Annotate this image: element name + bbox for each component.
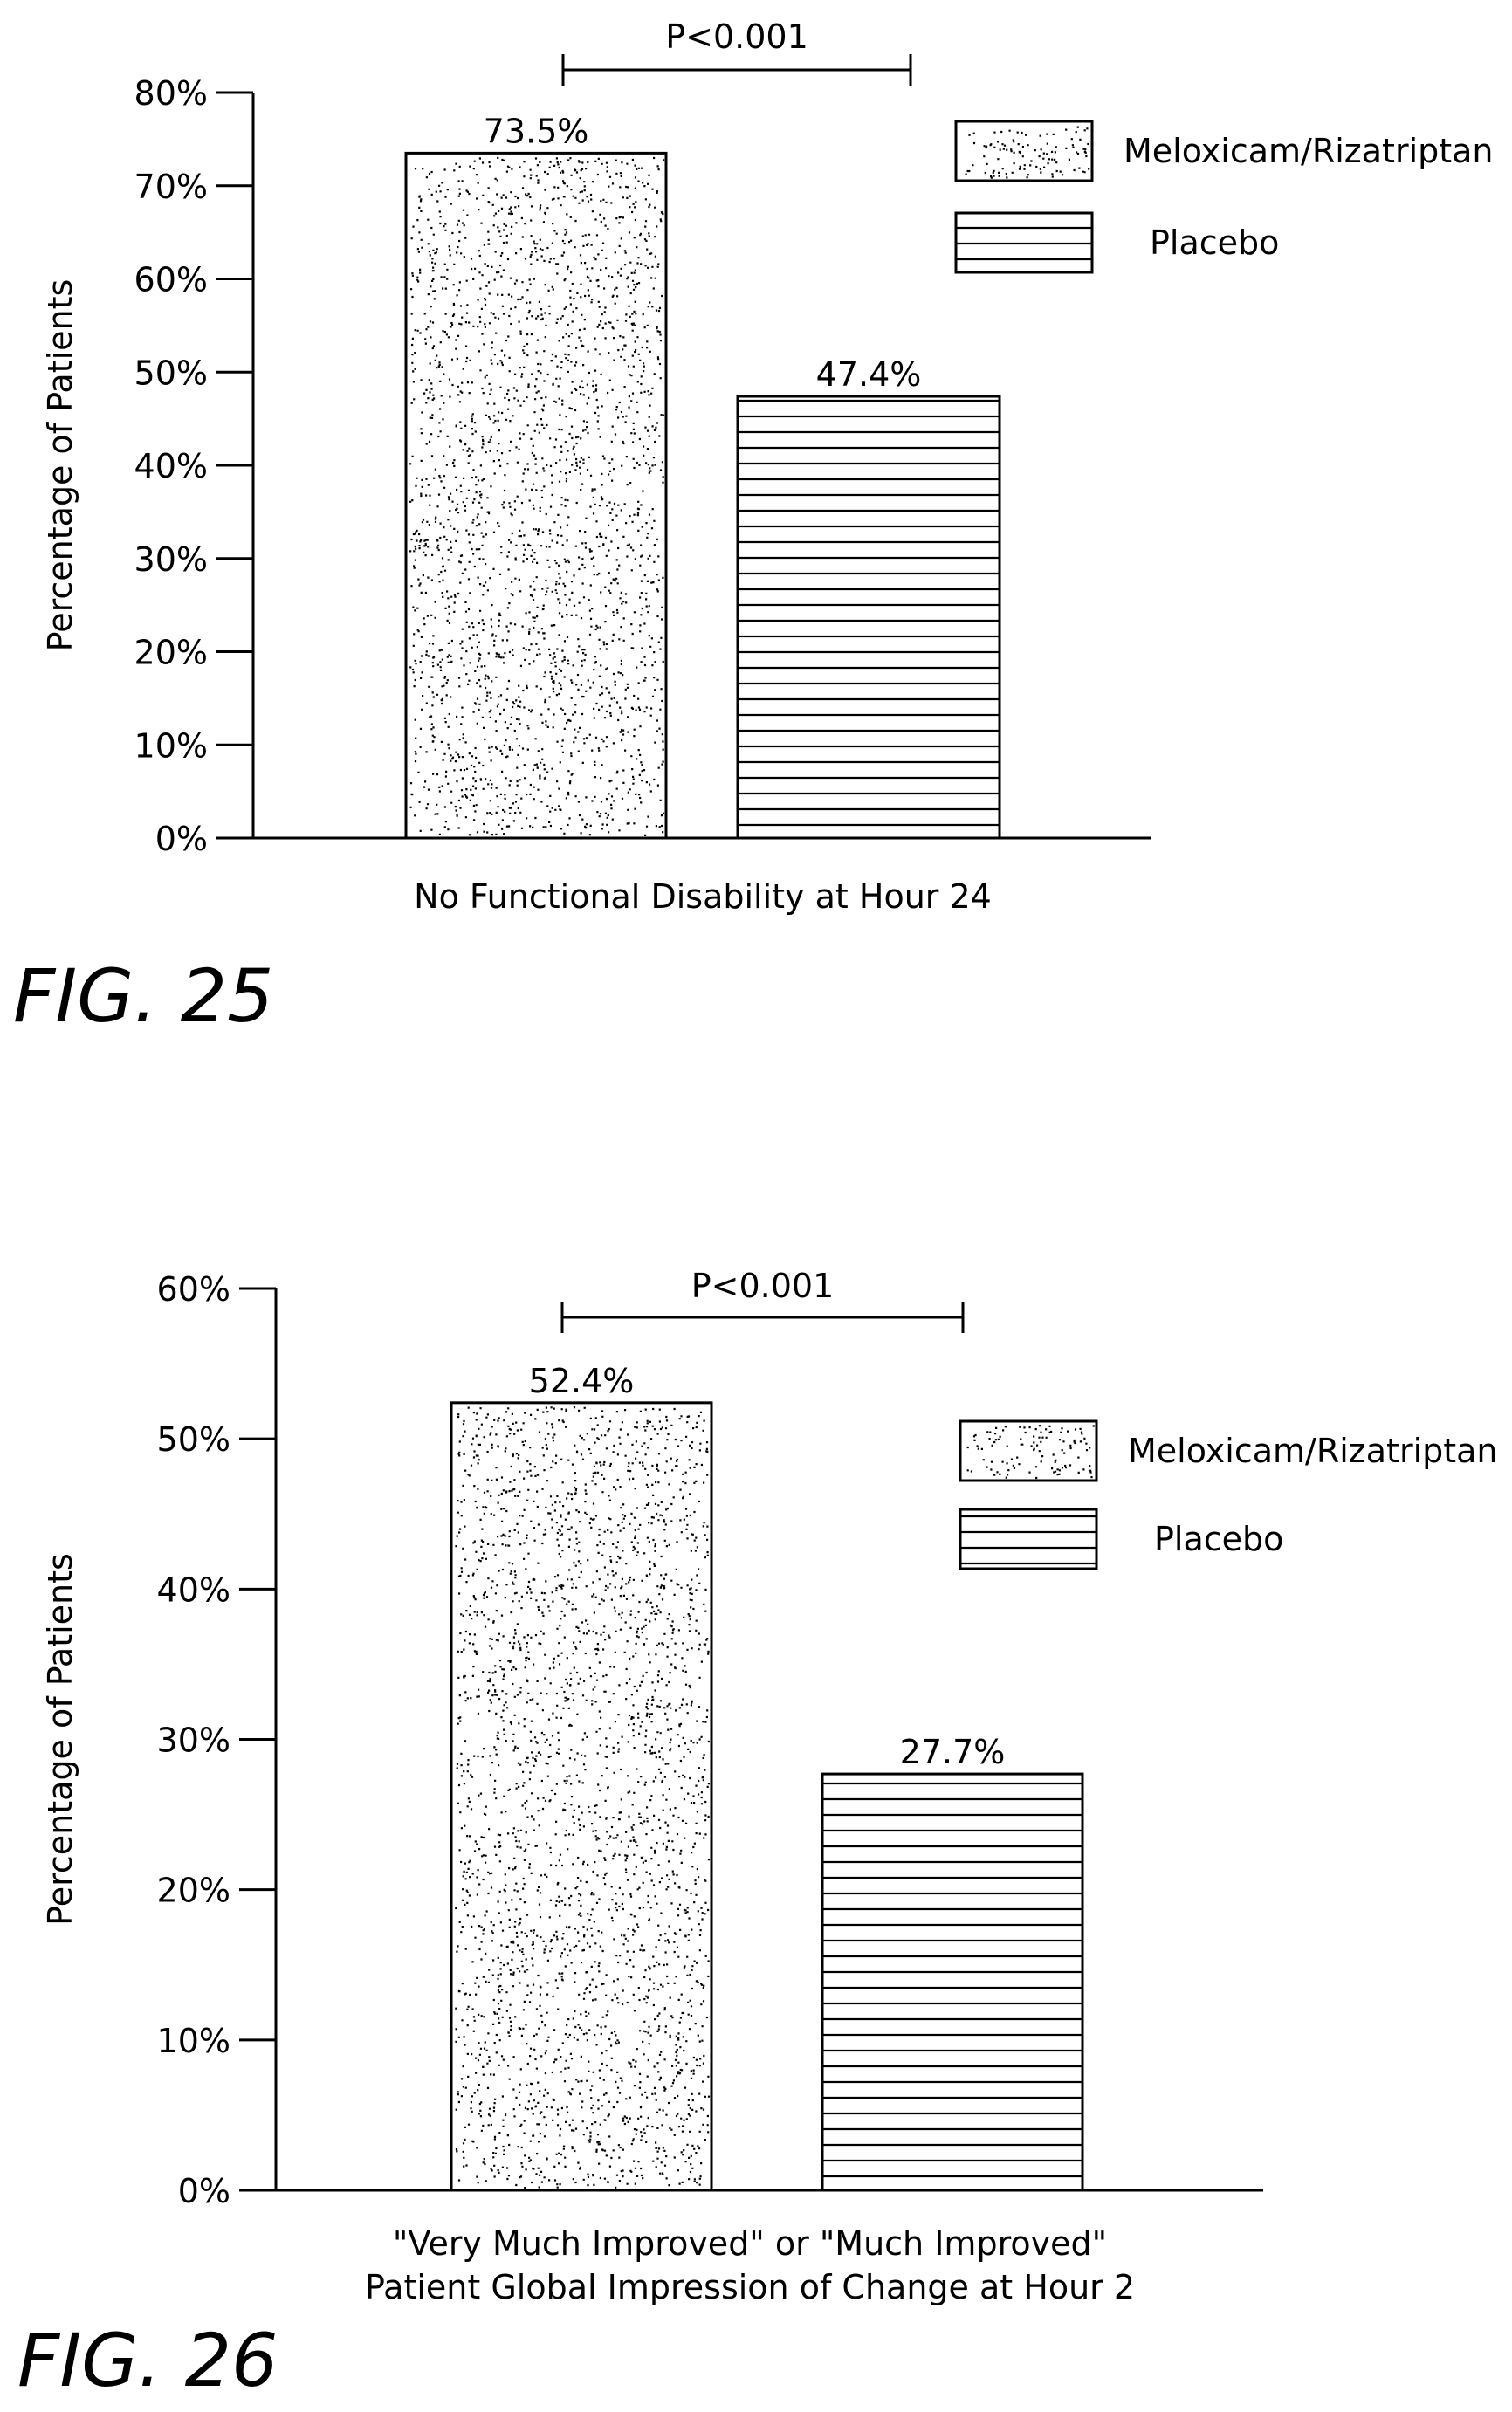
legend-entry-label: Meloxicam/Rizatriptan (1128, 1432, 1498, 1470)
bar-placebo (736, 395, 1001, 840)
y-tick-label: 0% (155, 820, 208, 858)
y-axis-label: Percentage of Patients (41, 1553, 79, 1926)
bar-placebo (821, 1772, 1084, 2192)
y-tick-label: 60% (157, 1270, 230, 1309)
y-tick-label: 70% (134, 168, 208, 206)
x-axis-label: "Very Much Improved" or "Much Improved" P… (365, 2224, 1135, 2306)
bar-stipple-fill (455, 1406, 711, 2189)
p-value-annotation: P<0.001 (691, 1267, 835, 1305)
y-axis-label: Percentage of Patients (41, 279, 79, 652)
y-tick-label: 30% (134, 540, 208, 579)
bar-value-label: 47.4% (816, 355, 922, 394)
legend-entry-label: Meloxicam/Rizatriptan (1124, 132, 1494, 170)
legend: Meloxicam/Rizatriptan Placebo (954, 120, 1494, 274)
x-axis-label: No Functional Disability at Hour 24 (414, 877, 992, 916)
chart-fig-25: 0% 10% 20% 30% 40% 50% 60% 70% 80% Percentage of … (13, 17, 1494, 1039)
y-tick-label: 10% (134, 726, 208, 765)
legend-swatch-hatch (956, 213, 1092, 272)
y-tick-label: 40% (134, 447, 208, 485)
y-tick-label: 60% (134, 261, 208, 299)
bar-stipple-fill (409, 156, 665, 837)
bar-meloxicam-rizatriptan (404, 151, 668, 840)
y-tick-label: 20% (157, 1872, 230, 1910)
bar-value-label: 73.5% (484, 112, 589, 150)
y-tick-label: 50% (157, 1420, 230, 1459)
bar-value-label: 27.7% (900, 1733, 1006, 1771)
y-tick-label: 20% (134, 634, 208, 672)
legend-entry-label: Placebo (1150, 223, 1279, 262)
bar-hatch-fill (822, 1774, 1082, 2190)
legend-swatch-border (954, 120, 1094, 182)
y-tick-label: 40% (157, 1570, 230, 1609)
bar-value-label: 52.4% (529, 1362, 635, 1400)
bar-hatch-fill (738, 396, 1000, 838)
legend-swatch-border (959, 1508, 1098, 1570)
figure-label: FIG. 26 (17, 2318, 278, 2403)
y-tick-label: 30% (157, 1721, 230, 1760)
legend-entry-label: Placebo (1154, 1520, 1283, 1558)
legend-swatch-hatch (960, 1509, 1096, 1569)
y-tick-label: 50% (134, 354, 208, 392)
bar-meloxicam-rizatriptan (450, 1401, 713, 2192)
chart-fig-26: 0% 10% 20% 30% 40% 50% 60% Percentage of Patien… (17, 1267, 1498, 2403)
legend: Meloxicam/Rizatriptan Placebo (959, 1419, 1498, 1570)
y-tick-label: 0% (178, 2172, 230, 2210)
y-tick-label: 10% (157, 2022, 230, 2060)
p-value-annotation: P<0.001 (665, 17, 808, 56)
legend-swatch-border (954, 211, 1094, 274)
figure-label: FIG. 25 (13, 953, 273, 1039)
y-tick-label: 80% (134, 74, 208, 113)
legend-swatch-border (959, 1419, 1098, 1482)
